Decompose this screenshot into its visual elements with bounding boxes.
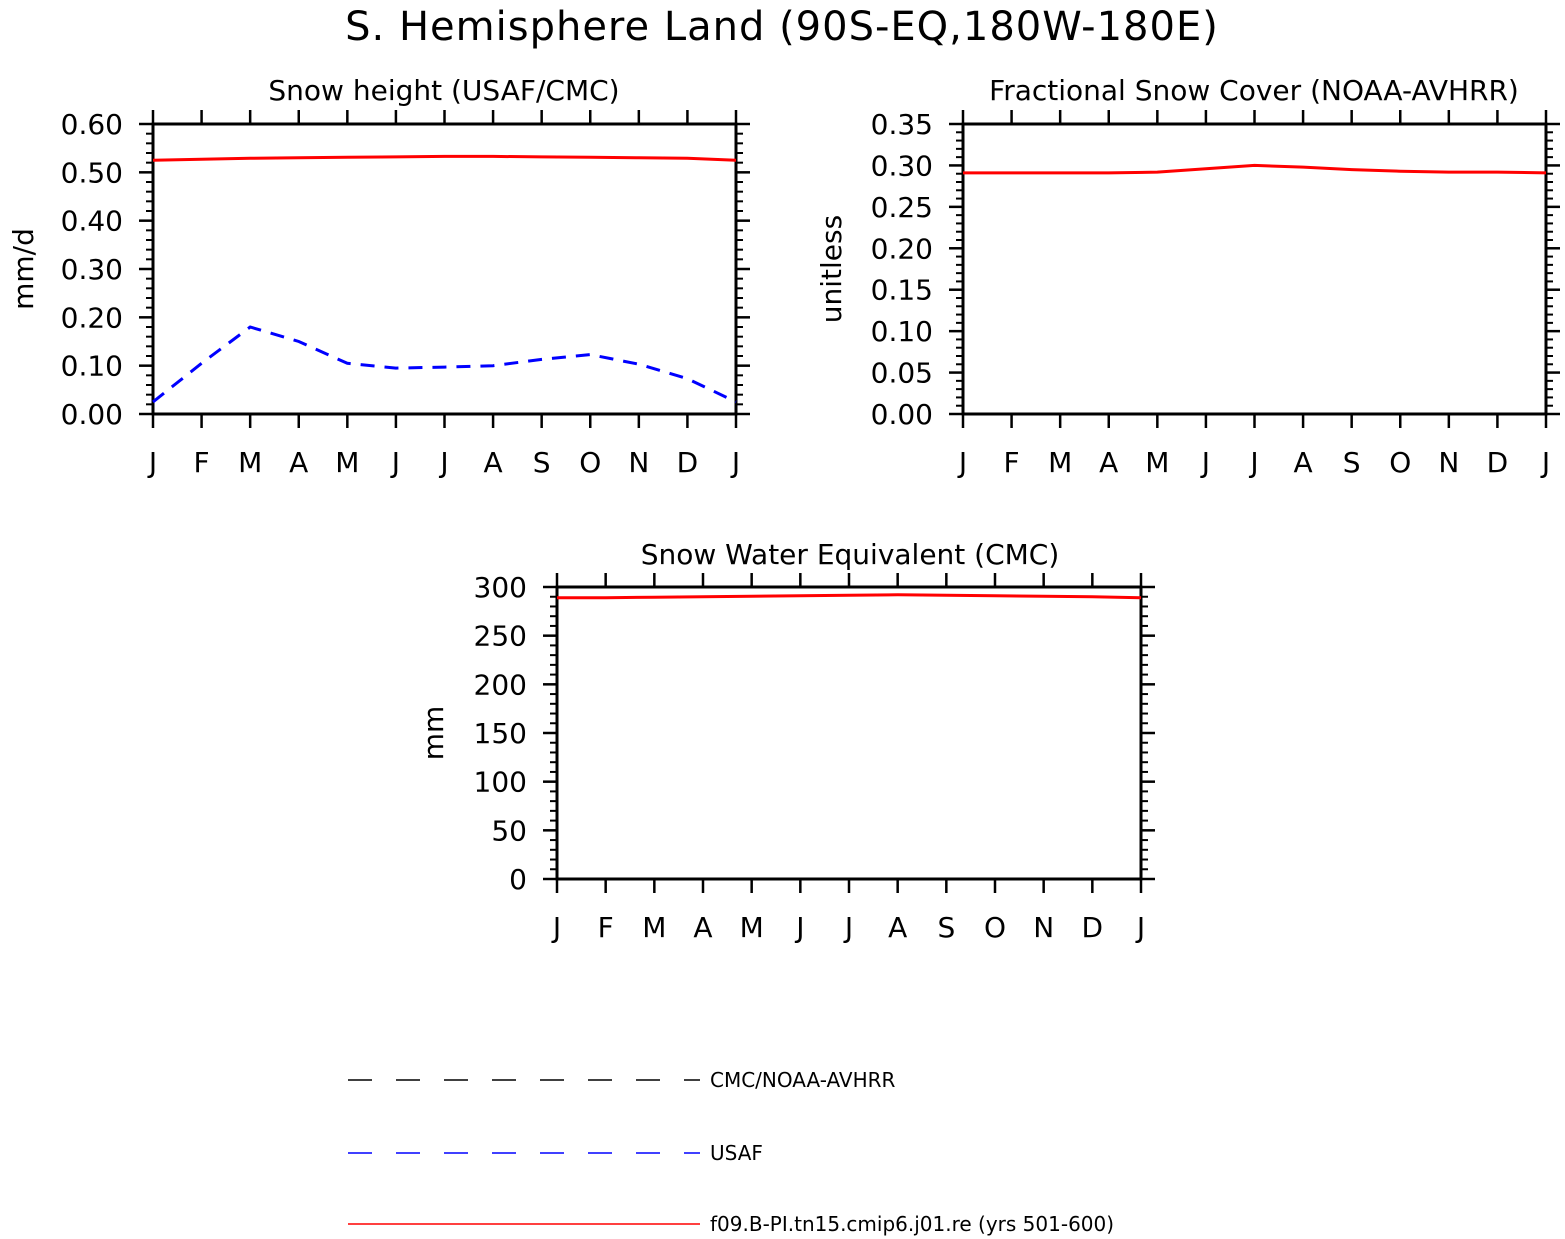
x-tick-label: J [1200, 446, 1210, 479]
x-tick-label: N [1438, 446, 1459, 479]
y-tick-label: 0.60 [61, 108, 123, 141]
x-tick-label: F [194, 446, 210, 479]
x-tick-label: J [147, 446, 157, 479]
x-tick-label: M [740, 911, 764, 944]
x-tick-label: A [693, 911, 712, 944]
x-tick-label: O [579, 446, 601, 479]
x-tick-label: J [794, 911, 804, 944]
legend-item: f09.B-PI.tn15.cmip6.j01.re (yrs 501-600) [348, 1212, 1114, 1236]
y-tick-label: 0 [509, 863, 527, 896]
series-line [152, 325, 737, 404]
y-tick-label: 0.30 [61, 253, 123, 286]
x-tick-label: J [1540, 446, 1550, 479]
x-tick-label: M [642, 911, 666, 944]
legend-label: CMC/NOAA-AVHRR [710, 1068, 896, 1092]
y-tick-label: 0.20 [871, 232, 933, 265]
x-tick-label: J [843, 911, 853, 944]
x-tick-label: O [984, 911, 1006, 944]
x-tick-label: M [335, 446, 359, 479]
x-tick-label: M [1048, 446, 1072, 479]
x-tick-label: A [1099, 446, 1118, 479]
y-tick-label: 0.00 [61, 398, 123, 431]
x-tick-label: J [390, 446, 400, 479]
y-tick-label: 200 [474, 668, 527, 701]
x-tick-label: N [1033, 911, 1054, 944]
series-line [557, 593, 1142, 600]
x-tick-label: J [551, 911, 561, 944]
y-axis-label: mm/d [7, 228, 40, 310]
y-tick-label: 150 [474, 717, 527, 750]
x-tick-label: F [598, 911, 614, 944]
y-tick-label: 300 [474, 571, 527, 604]
x-tick-label: A [1294, 446, 1313, 479]
series-line [152, 154, 737, 162]
plot-frame [555, 585, 1143, 881]
plot-frame [961, 122, 1548, 416]
y-tick-label: 0.40 [61, 205, 123, 238]
plot-frame [151, 122, 738, 416]
panel-title: Fractional Snow Cover (NOAA-AVHRR) [989, 74, 1519, 107]
legend: CMC/NOAA-AVHRR USAF f09.B-PI.tn15.cmip6.… [348, 1068, 1114, 1236]
y-tick-label: 50 [491, 814, 527, 847]
legend-item: CMC/NOAA-AVHRR [348, 1068, 896, 1092]
y-tick-label: 0.10 [871, 315, 933, 348]
y-tick-label: 0.15 [871, 274, 933, 307]
x-tick-label: M [1145, 446, 1169, 479]
x-tick-label: S [1343, 446, 1361, 479]
x-tick-label: A [484, 446, 503, 479]
x-tick-label: S [937, 911, 955, 944]
x-tick-label: D [1082, 911, 1104, 944]
y-tick-label: 0.10 [61, 350, 123, 383]
x-tick-label: D [1487, 446, 1509, 479]
legend-label: USAF [710, 1141, 763, 1165]
figure-title: S. Hemisphere Land (90S-EQ,180W-180E) [345, 4, 1219, 50]
series-line [963, 163, 1547, 175]
x-tick-label: J [957, 446, 967, 479]
y-tick-label: 100 [474, 766, 527, 799]
panel-title: Snow Water Equivalent (CMC) [641, 538, 1060, 571]
x-tick-label: J [438, 446, 448, 479]
x-tick-label: A [289, 446, 308, 479]
x-tick-label: D [677, 446, 699, 479]
y-tick-label: 0.35 [871, 108, 933, 141]
legend-item: USAF [348, 1141, 763, 1165]
y-tick-label: 0.20 [61, 301, 123, 334]
y-tick-label: 0.25 [871, 191, 933, 224]
x-tick-label: J [1135, 911, 1145, 944]
x-tick-label: A [888, 911, 907, 944]
y-tick-label: 0.00 [871, 398, 933, 431]
x-tick-label: S [533, 446, 551, 479]
x-tick-label: M [238, 446, 262, 479]
legend-label: f09.B-PI.tn15.cmip6.j01.re (yrs 501-600) [710, 1212, 1114, 1236]
y-axis-label: unitless [815, 215, 848, 323]
x-tick-label: F [1004, 446, 1020, 479]
y-tick-label: 250 [474, 620, 527, 653]
x-tick-label: J [1248, 446, 1258, 479]
x-tick-label: N [628, 446, 649, 479]
y-tick-label: 0.05 [871, 357, 933, 390]
panel-title: Snow height (USAF/CMC) [268, 74, 619, 107]
fractional-snow-cover-panel: Fractional Snow Cover (NOAA-AVHRR) unitl… [815, 74, 1560, 479]
y-tick-label: 0.30 [871, 149, 933, 182]
y-tick-label: 0.50 [61, 156, 123, 189]
x-tick-label: J [730, 446, 740, 479]
x-tick-label: O [1389, 446, 1411, 479]
y-axis-label: mm [417, 706, 450, 761]
